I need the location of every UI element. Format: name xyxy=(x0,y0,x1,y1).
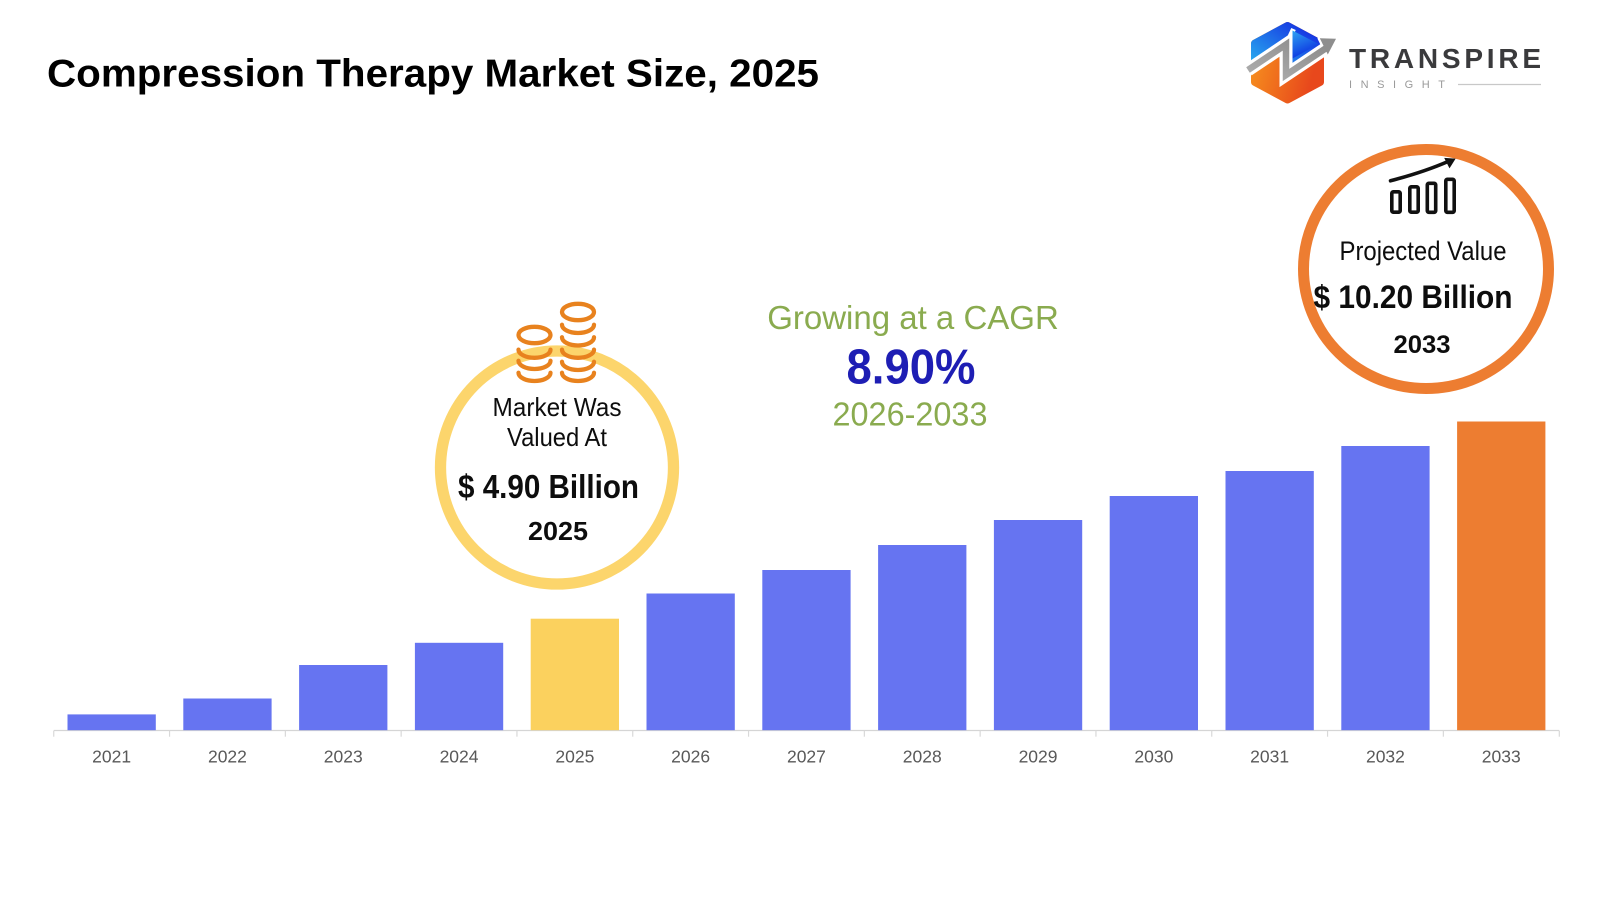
svg-text:$ 4.90 Billion: $ 4.90 Billion xyxy=(458,468,639,505)
svg-text:2030: 2030 xyxy=(1134,747,1173,767)
svg-text:2025: 2025 xyxy=(528,516,588,546)
svg-text:2026-2033: 2026-2033 xyxy=(833,395,988,432)
svg-text:Growing at a CAGR: Growing at a CAGR xyxy=(767,299,1059,336)
svg-text:INSIGHT: INSIGHT xyxy=(1349,79,1445,91)
svg-text:Market Was: Market Was xyxy=(493,392,622,422)
svg-text:2029: 2029 xyxy=(1019,747,1058,767)
svg-text:TRANSPIRE: TRANSPIRE xyxy=(1349,43,1541,74)
svg-text:2021: 2021 xyxy=(92,747,131,767)
svg-text:Valued At: Valued At xyxy=(507,422,608,452)
svg-text:2026: 2026 xyxy=(671,747,710,767)
svg-text:8.90%: 8.90% xyxy=(847,340,976,394)
svg-text:2031: 2031 xyxy=(1250,747,1289,767)
svg-text:2033: 2033 xyxy=(1394,331,1451,359)
svg-text:2028: 2028 xyxy=(903,747,942,767)
svg-text:2033: 2033 xyxy=(1482,747,1521,767)
svg-text:2024: 2024 xyxy=(440,747,479,767)
svg-text:2025: 2025 xyxy=(555,747,594,767)
svg-text:$ 10.20 Billion: $ 10.20 Billion xyxy=(1314,279,1513,315)
svg-text:Compression Therapy Market Siz: Compression Therapy Market Size, 2025 xyxy=(47,52,819,95)
svg-text:2023: 2023 xyxy=(324,747,363,767)
svg-text:2027: 2027 xyxy=(787,747,826,767)
svg-text:2022: 2022 xyxy=(208,747,247,767)
svg-text:2032: 2032 xyxy=(1366,747,1405,767)
svg-text:Projected Value: Projected Value xyxy=(1340,236,1507,266)
